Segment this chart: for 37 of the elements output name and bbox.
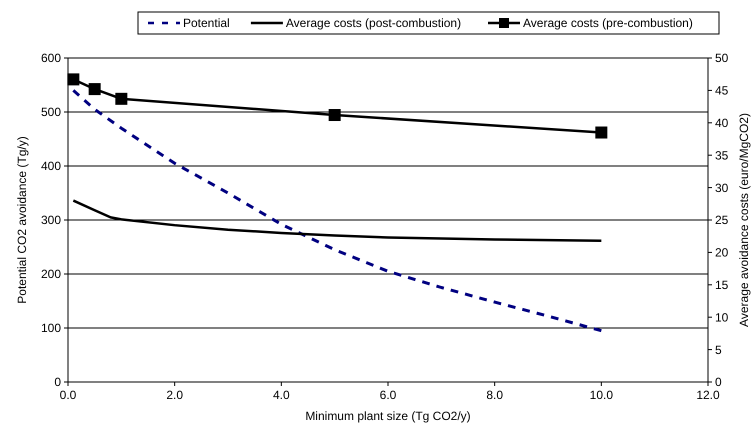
y-tick-label: 100: [40, 321, 62, 336]
y2-tick-label: 20: [715, 246, 729, 260]
y-tick-label: 400: [40, 159, 62, 174]
x-axis-title: Minimum plant size (Tg CO2/y): [305, 409, 471, 423]
y2-tick-label: 15: [715, 278, 729, 292]
y2-tick-label: 30: [715, 180, 729, 195]
y-tick-label: 500: [40, 105, 62, 120]
x-tick-label: 12.0: [696, 388, 720, 402]
y2-tick-label: 35: [715, 148, 729, 162]
point: [595, 126, 608, 139]
y-tick-label: 300: [40, 213, 62, 228]
y2-tick-label: 0: [715, 375, 722, 390]
point: [67, 73, 80, 86]
point: [328, 109, 341, 122]
y2-tick-label: 5: [715, 342, 722, 357]
legend-label: Average costs (pre-combustion): [523, 16, 693, 30]
y2-axis-title: Average avoidance costs (euro/MgCO2): [737, 113, 751, 327]
point: [88, 83, 101, 96]
line-series: [72, 88, 603, 332]
y2-tick-label: 50: [715, 51, 729, 66]
y2-tick-label: 10: [715, 310, 729, 324]
x-tick-label: 2.0: [166, 388, 184, 402]
x-tick-label: 10.0: [590, 388, 614, 402]
x-tick-label: 0.0: [60, 388, 77, 402]
y2-tick-label: 25: [715, 213, 729, 228]
legend-label: Potential: [183, 16, 230, 30]
y2-tick-label: 40: [715, 116, 729, 130]
x-tick-label: 4.0: [272, 388, 290, 402]
y2-tick-label: 45: [715, 84, 729, 98]
legend-label: Average costs (post-combustion): [286, 16, 462, 30]
y-axis-title: Potential CO2 avoidance (Tg/y): [15, 136, 29, 304]
y-tick-label: 200: [40, 267, 62, 282]
y-tick-label: 0: [54, 375, 62, 390]
y-tick-label: 600: [40, 51, 62, 66]
point: [115, 92, 128, 105]
x-tick-label: 8.0: [486, 388, 504, 402]
x-tick-label: 6.0: [380, 388, 397, 402]
